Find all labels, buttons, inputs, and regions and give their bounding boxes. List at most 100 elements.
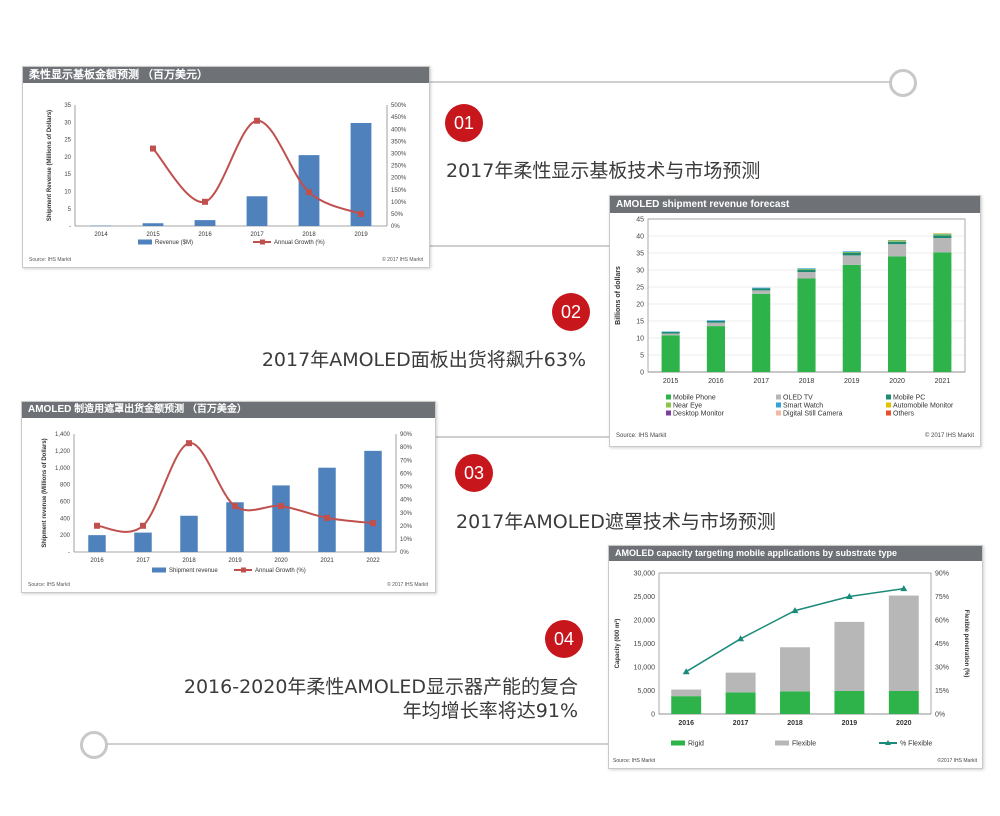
legend-label: Mobile Phone [673,395,716,402]
line-point [737,635,745,642]
section-badge-03: 03 [455,454,493,492]
y-tick-label: 35 [64,103,71,109]
y-tick-label: 0 [651,711,655,718]
y2-tick-label: 100% [391,200,407,206]
section-badge-01: 01 [445,104,483,142]
ring-top-right [889,69,917,97]
chart-source: Source: IHS Markit [28,582,71,588]
y2-tick-label: 400% [391,127,407,133]
legend-swatch [666,402,671,408]
chart-3-svg: - 200 400 600 800 1,000 1,200 1,400 0% 10% 20% 30% 4… [28,432,429,588]
y2-tick-label: 0% [400,550,409,556]
y-axis-label: Capacity (000 m²) [614,619,621,669]
x-tick-label: 2019 [354,232,368,238]
y-tick-label: 200 [60,533,71,539]
y2-tick-label: 45% [935,641,949,648]
legend-swatch [138,239,152,245]
y-tick-label: 25 [636,284,644,291]
y-tick-label: 35 [636,250,644,257]
connector-line-top [430,81,900,83]
x-tick-label: 2021 [935,378,951,385]
bar-near-eye [888,241,907,242]
line-point [358,210,364,217]
bar-flexible [671,689,702,697]
y-tick-label: - [69,224,71,230]
ring-bottom-left [80,731,108,759]
y2-tick-label: 40% [400,498,413,504]
bar-mobile-phone [933,252,952,372]
legend-label: Others [893,411,915,418]
bar-revenue-m- [142,223,164,226]
y2-tick-label: 300% [391,152,407,158]
x-tick-label: 2016 [678,720,694,727]
x-tick-label: 2017 [136,558,150,564]
line-point [845,593,853,599]
bar-shipment-revenue [180,515,198,552]
y-tick-label: 30 [636,267,644,274]
chart-3-title: AMOLED 制造用遮罩出货金额预测 （百万美金） [22,402,435,418]
bar-mobile-phone [797,278,816,372]
y-tick-label: 800 [60,483,71,489]
y2-tick-label: 70% [400,458,413,464]
chart-card-1: 柔性显示基板金额预测 （百万美元） -5 10 15 20 25 30 35 0% 50% 100… [22,66,430,268]
chart-2-title: AMOLED shipment revenue forecast [610,196,980,213]
bar-revenue-m- [246,196,268,226]
bar-shipment-revenue [364,450,382,552]
legend-label: Annual Growth (%) [274,240,325,246]
line-point [324,514,330,521]
y2-tick-label: 50% [391,212,404,218]
legend-swatch [776,410,781,416]
chart-card-2: AMOLED shipment revenue forecast 0 5 10 15 2… [609,195,981,447]
bar-rigid [780,691,810,714]
bar-smart-watch [797,268,816,269]
x-tick-label: 2018 [302,232,316,238]
y2-tick-label: 500% [391,103,407,109]
y2-tick-label: 20% [400,524,413,530]
bar-mobile-pc [888,241,907,245]
bar-oled-tv [661,333,680,336]
chart-source: Source: IHS Markit [29,257,72,263]
y2-tick-label: 80% [400,445,413,451]
y-tick-label: 10,000 [634,664,656,671]
y2-tick-label: 30% [935,664,949,671]
line-point [682,668,690,675]
y2-tick-label: 50% [400,485,413,491]
bar-shipment-revenue [226,502,244,552]
bar-mobile-phone [842,264,861,372]
section-badge-04: 04 [545,620,583,658]
legend-swatch [776,402,781,408]
y-tick-label: 30,000 [634,570,656,577]
x-tick-label: 2016 [90,558,104,564]
chart-1-title: 柔性显示基板金额预测 （百万美元） [23,67,429,83]
bar-shipment-revenue [88,535,106,552]
bar-mobile-phone [888,256,907,372]
y-tick-label: 1,000 [55,466,71,472]
bar-smart-watch [752,287,771,289]
bar-revenue-m- [194,220,216,226]
x-tick-label: 2020 [889,378,905,385]
y-tick-label: 30 [64,120,71,126]
y-tick-label: 15,000 [634,641,656,648]
x-tick-label: 2021 [320,558,334,564]
bar-shipment-revenue [272,485,290,552]
bar-smart-watch [661,331,680,333]
y2-tick-label: 0% [391,224,400,230]
bar-oled-tv [933,238,952,253]
x-tick-label: 2022 [366,558,380,564]
chart-2-svg: 0 5 10 15 20 25 30 35 40 45 Billions of dollars 201… [615,216,974,439]
y2-tick-label: 75% [935,594,949,601]
y-tick-label: 25 [64,138,71,144]
legend-swatch [152,567,166,573]
legend-label: Near Eye [673,403,702,410]
bar-revenue-m- [90,225,112,227]
y-tick-label: 0 [640,369,644,376]
y-axis-label: Shipment revenue (Millions of Dollars) [42,438,48,547]
y2-tick-label: 15% [935,688,949,695]
y-tick-label: - [68,550,70,556]
y-axis-label: Billions of dollars [615,266,622,325]
bar-near-eye [842,251,861,253]
bar-mobile-phone [661,335,680,372]
bar-near-eye [797,268,816,270]
bar-shipment-revenue [318,467,336,552]
y-tick-label: 20 [64,155,71,161]
